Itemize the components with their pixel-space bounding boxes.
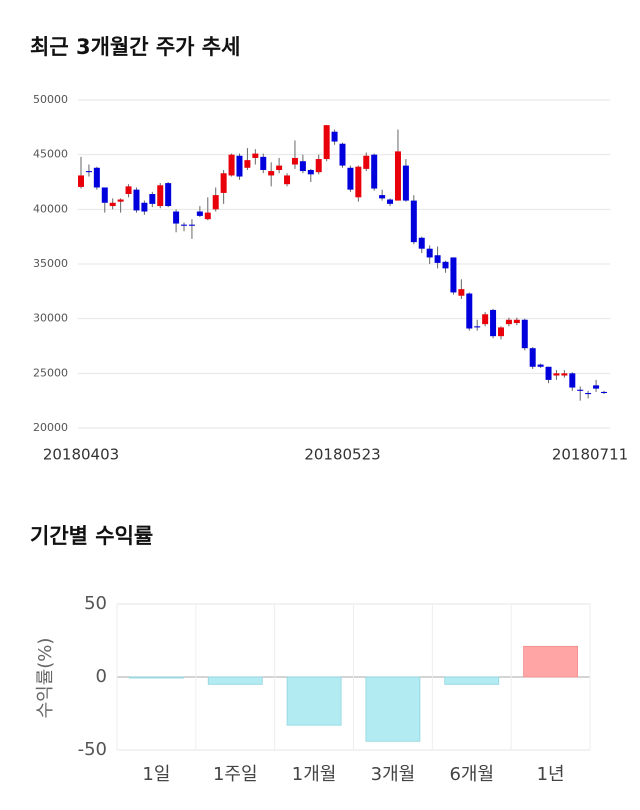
y-tick-label: 20000 <box>33 421 68 434</box>
bar <box>523 645 578 678</box>
candle-body <box>188 224 195 226</box>
candle-body <box>307 169 314 175</box>
y-tick-label: 40000 <box>33 202 68 215</box>
candle-body <box>93 167 100 188</box>
candle-body <box>363 155 370 169</box>
candle-body <box>196 211 203 216</box>
candle-body <box>442 261 449 269</box>
candle-body <box>505 319 512 325</box>
candle-body <box>125 186 132 195</box>
candle-body <box>379 195 386 199</box>
candle-body <box>101 187 108 203</box>
bar <box>286 676 342 726</box>
candle-body <box>561 373 568 376</box>
candle-body <box>355 166 362 198</box>
candle-body <box>402 165 409 201</box>
candle-body <box>577 389 584 391</box>
candle-body <box>545 366 552 380</box>
y-tick-label: 0 <box>96 666 107 687</box>
y-tick-label: 45000 <box>33 148 68 161</box>
candle-body <box>260 156 267 170</box>
candle-body <box>371 154 378 189</box>
candle-body <box>410 200 417 243</box>
candle-body <box>537 364 544 367</box>
y-tick-label: 30000 <box>33 312 68 325</box>
candle-body <box>157 185 164 207</box>
x-tick-label: 1주일 <box>213 764 258 785</box>
candle-body <box>601 391 607 394</box>
bar <box>365 676 421 742</box>
y-tick-label: 50 <box>84 593 107 614</box>
candle-body <box>284 175 291 185</box>
chart-title: 기간별 수익률 <box>30 524 153 548</box>
candle-body <box>244 160 251 168</box>
y-tick-label: -50 <box>78 739 107 760</box>
candle-body <box>165 183 172 207</box>
candle-body <box>347 167 354 190</box>
candle-body <box>426 248 433 258</box>
y-tick-label: 50000 <box>33 93 68 106</box>
candle-body <box>394 151 401 201</box>
candle-body <box>181 224 188 226</box>
x-tick-label: 20180523 <box>304 446 380 464</box>
candle-body <box>497 327 504 337</box>
candle-body <box>204 212 211 220</box>
candle-body <box>323 125 330 160</box>
candle-body <box>268 171 275 176</box>
candle-body <box>236 155 243 177</box>
bar <box>207 676 263 685</box>
candle-body <box>141 202 148 212</box>
candle-body <box>490 309 497 337</box>
candle-body <box>85 171 92 173</box>
candle-body <box>276 165 283 170</box>
candle-body <box>109 202 116 207</box>
x-tick-label: 6개월 <box>449 764 494 785</box>
candle-body <box>387 199 394 204</box>
y-axis-title: 수익률(%) <box>35 638 56 719</box>
x-tick-label: 1년 <box>537 764 565 785</box>
candle-body <box>458 289 465 296</box>
candle-body <box>569 373 576 388</box>
candle-body <box>220 173 227 193</box>
candle-body <box>450 257 457 293</box>
candle-body <box>331 131 338 142</box>
candle-body <box>553 373 560 376</box>
candle-body <box>466 293 473 329</box>
candle-body <box>315 159 322 173</box>
y-tick-label: 25000 <box>33 366 68 379</box>
candle-body <box>474 326 481 328</box>
chart-title: 최근 3개월간 주가 추세 <box>30 35 240 59</box>
candle-body <box>585 393 592 395</box>
candle-body <box>133 189 140 211</box>
x-tick-label: 20180711 <box>552 446 628 464</box>
candle-body <box>529 348 536 367</box>
candle-body <box>339 143 346 166</box>
bar <box>129 676 184 679</box>
candle-body <box>521 319 528 349</box>
candle-body <box>149 194 156 204</box>
candle-body <box>173 211 180 224</box>
candle-body <box>482 314 489 325</box>
x-tick-label: 1개월 <box>292 764 337 785</box>
candle-body <box>291 157 298 165</box>
candle-body <box>513 319 520 324</box>
candle-body <box>252 153 259 158</box>
y-tick-label: 35000 <box>33 257 68 270</box>
x-tick-label: 1일 <box>142 764 170 785</box>
candle-body <box>212 195 219 210</box>
candle-body <box>78 175 84 187</box>
candle-body <box>434 255 441 263</box>
candle-body <box>228 154 235 176</box>
bar <box>444 676 500 685</box>
x-tick-label: 20180403 <box>43 446 119 464</box>
candle-body <box>593 385 600 389</box>
candle-body <box>418 237 425 249</box>
candle-body <box>299 161 306 172</box>
x-tick-label: 3개월 <box>371 764 416 785</box>
candle-body <box>117 199 124 202</box>
